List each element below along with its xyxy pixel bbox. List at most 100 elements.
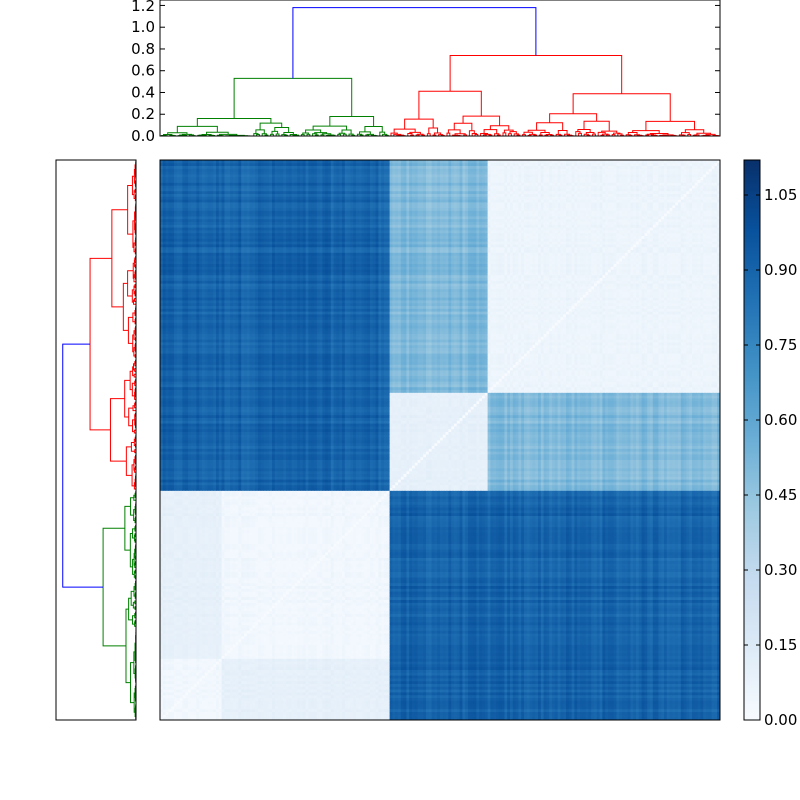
heatmap-cell (580, 661, 584, 665)
heatmap-cell (176, 694, 180, 698)
heatmap-cell (692, 672, 696, 676)
heatmap-cell (230, 661, 234, 665)
heatmap-cell (462, 664, 466, 668)
dendrogram-link (132, 558, 135, 575)
heatmap-cell (543, 717, 547, 721)
heatmap-cell (445, 697, 449, 701)
heatmap-cell (403, 717, 407, 721)
heatmap-cell (703, 669, 707, 673)
heatmap-cell (350, 675, 354, 679)
heatmap-cell (272, 683, 276, 687)
heatmap-cell (185, 708, 189, 712)
heatmap-cell (706, 686, 710, 690)
heatmap-cell (672, 692, 676, 696)
heatmap-cell (510, 672, 514, 676)
heatmap-cell (370, 714, 374, 718)
heatmap-cell (641, 706, 645, 710)
heatmap-cell (465, 664, 469, 668)
heatmap-cell (630, 672, 634, 676)
heatmap-cell (179, 706, 183, 710)
heatmap-cell (689, 666, 693, 670)
heatmap-cell (420, 655, 424, 659)
heatmap-cell (403, 669, 407, 673)
heatmap-cell (305, 669, 309, 673)
heatmap-cell (694, 694, 698, 698)
heatmap-cell (678, 661, 682, 665)
heatmap-cell (207, 694, 211, 698)
heatmap-cell (591, 683, 595, 687)
heatmap-cell (311, 675, 315, 679)
heatmap-cell (504, 706, 508, 710)
heatmap-cell (661, 680, 665, 684)
heatmap-cell (574, 700, 578, 704)
heatmap-cell (165, 666, 169, 670)
heatmap-cell (644, 661, 648, 665)
heatmap-cell (468, 689, 472, 693)
heatmap-cell (274, 708, 278, 712)
heatmap-cell (619, 675, 623, 679)
heatmap-cell (210, 666, 214, 670)
heatmap-cell (641, 669, 645, 673)
heatmap-cell (269, 664, 273, 668)
heatmap-cell (344, 714, 348, 718)
heatmap-cell (375, 703, 379, 707)
heatmap-cell (336, 664, 340, 668)
heatmap-cell (246, 686, 250, 690)
heatmap-cell (641, 711, 645, 715)
heatmap-cell (459, 675, 463, 679)
heatmap-cell (437, 666, 441, 670)
heatmap-cell (588, 678, 592, 682)
heatmap-cell (224, 655, 228, 659)
heatmap-cell (395, 680, 399, 684)
heatmap-cell (510, 708, 514, 712)
heatmap-cell (647, 692, 651, 696)
heatmap-cell (395, 683, 399, 687)
heatmap-cell (529, 689, 533, 693)
heatmap-cell (367, 711, 371, 715)
heatmap-cell (507, 678, 511, 682)
heatmap-cell (442, 711, 446, 715)
heatmap-cell (459, 714, 463, 718)
heatmap-cell (568, 703, 572, 707)
heatmap-cell (235, 655, 239, 659)
heatmap-cell (255, 669, 259, 673)
heatmap-cell (661, 694, 665, 698)
heatmap-cell (165, 717, 169, 721)
heatmap-cell (428, 703, 432, 707)
heatmap-cell (543, 708, 547, 712)
heatmap-cell (498, 692, 502, 696)
heatmap-cell (571, 689, 575, 693)
heatmap-cell (182, 658, 186, 662)
heatmap-cell (437, 708, 441, 712)
heatmap-cell (454, 680, 458, 684)
heatmap-cell (241, 672, 245, 676)
heatmap-cell (277, 658, 281, 662)
heatmap-cell (538, 655, 542, 659)
heatmap-cell (297, 675, 301, 679)
heatmap-cell (501, 664, 505, 668)
heatmap-cell (269, 692, 273, 696)
heatmap-cell (442, 666, 446, 670)
heatmap-cell (272, 675, 276, 679)
heatmap-cell (552, 708, 556, 712)
heatmap-cell (266, 708, 270, 712)
heatmap-cell (336, 717, 340, 721)
heatmap-cell (529, 678, 533, 682)
heatmap-cell (521, 666, 525, 670)
heatmap-cell (675, 703, 679, 707)
heatmap-cell (529, 683, 533, 687)
heatmap-cell (633, 692, 637, 696)
heatmap-cell (591, 666, 595, 670)
heatmap-cell (568, 661, 572, 665)
heatmap-cell (462, 678, 466, 682)
heatmap-cell (451, 689, 455, 693)
heatmap-cell (577, 703, 581, 707)
heatmap-cell (526, 697, 530, 701)
heatmap-cell (524, 694, 528, 698)
heatmap-cell (381, 658, 385, 662)
heatmap-cell (714, 714, 718, 718)
heatmap-cell (269, 655, 273, 659)
heatmap-cell (627, 692, 631, 696)
heatmap-cell (526, 661, 530, 665)
heatmap-cell (260, 658, 264, 662)
